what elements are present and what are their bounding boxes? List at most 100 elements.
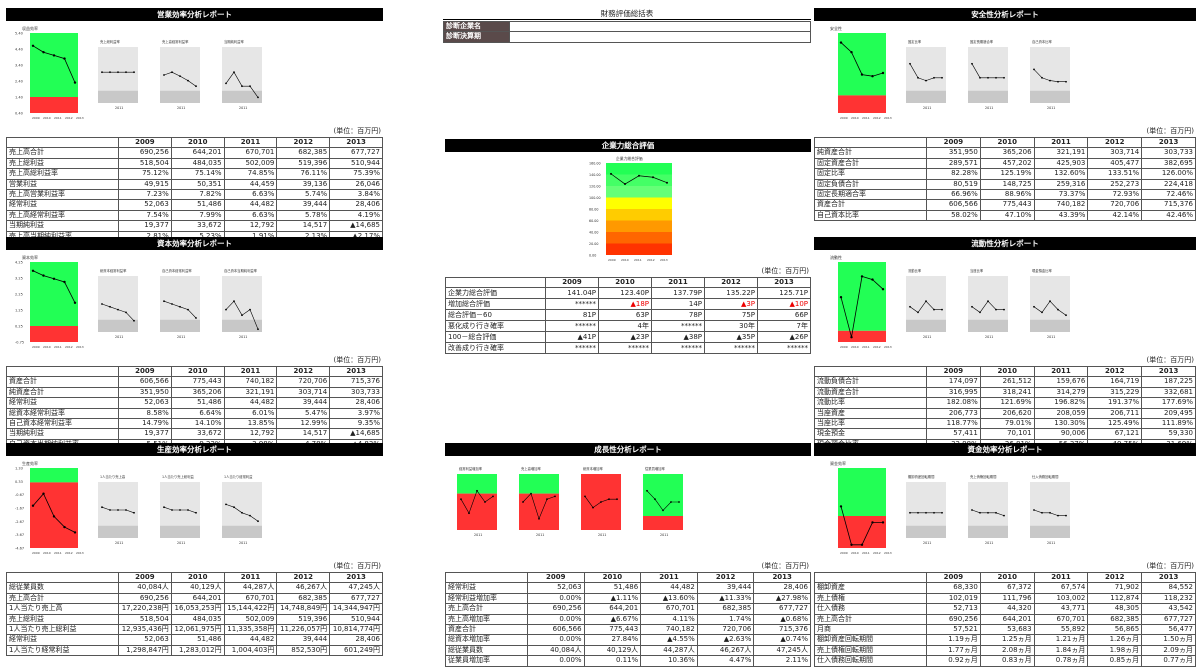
seisan-main-point xyxy=(73,531,77,534)
mini-point xyxy=(476,489,478,492)
shihon-mini-chart-1: 自己資本経常利益率 2011 xyxy=(160,268,200,339)
score-band xyxy=(606,220,672,232)
value-cell: 502,009 xyxy=(223,613,278,626)
y-tick-label: 2.40 xyxy=(15,80,23,84)
mini-point xyxy=(971,62,973,65)
value-cell: 52,063 xyxy=(118,634,172,646)
value-cell: 677,727 xyxy=(753,603,811,615)
corner-cell xyxy=(6,365,119,378)
value-cell: 518,504 xyxy=(118,613,172,626)
x-tick-label: 2010 xyxy=(851,551,859,555)
row-label: 固定長期適合率 xyxy=(814,189,927,201)
mini-point xyxy=(979,511,981,514)
kigyou-chart-area: 企業力総合評価 160.00 140.00 120.00 100.00 80.00 60.0… xyxy=(445,152,811,266)
value-cell: 82.28% xyxy=(926,168,981,180)
value-cell: 72.93% xyxy=(1087,189,1143,201)
unit-label: (単位：百万円) xyxy=(761,562,809,570)
mini-plot-area xyxy=(98,47,138,91)
value-cell: 125.19% xyxy=(979,168,1035,180)
value-cell: 15,144,422円 xyxy=(223,603,278,615)
value-cell: 606,566 xyxy=(926,199,981,211)
mini-point xyxy=(971,509,973,511)
value-cell: 502,009 xyxy=(223,157,278,170)
year-header: 2012 xyxy=(704,276,758,289)
table-row: 自己資本比率 58.02% 47.10% 43.39% 42.14% 42.46% xyxy=(814,209,1196,222)
year-header: 2011 xyxy=(223,365,278,378)
mini-point xyxy=(1003,514,1005,517)
seisan-main-chart-title: 生産効率 xyxy=(22,460,38,466)
table-row: 現金預金 57,411 70,101 90,006 67,121 59,330 xyxy=(814,428,1196,440)
value-cell: 1.26ヵ月 xyxy=(1087,634,1143,646)
value-cell: 519,396 xyxy=(276,613,331,626)
value-cell: 4.11% xyxy=(640,613,698,626)
value-cell: 44,287人 xyxy=(640,644,698,657)
table-row: 売上高総利益率 75.12% 75.14% 74.85% 76.11% 75.39% xyxy=(6,168,383,180)
table-row: 企業力総合評価 141.04P 123.40P 137.79P 135.22P 125.7… xyxy=(445,287,811,300)
year-header: 2011 xyxy=(1033,365,1089,378)
mini-lower-band xyxy=(968,319,1008,332)
x-tick-label: 2013 xyxy=(660,258,668,262)
value-cell: 606,566 xyxy=(527,624,585,636)
seisan-mini-chart-0: 1人当たり売上高 2011 xyxy=(98,474,138,545)
value-cell: 289,571 xyxy=(926,157,981,170)
mini-point xyxy=(1041,76,1043,79)
y-tick-label: -2.67 xyxy=(15,520,24,524)
year-header: 2011 xyxy=(640,571,698,584)
y-tick-label: -4.67 xyxy=(15,547,24,551)
kigyou-point xyxy=(610,172,612,175)
value-cell: 682,385 xyxy=(1087,613,1143,626)
mini-plot-area xyxy=(906,276,946,320)
mini-lower-band xyxy=(98,525,138,538)
mini-x-label: 2011 xyxy=(177,335,185,339)
value-cell: 601,249円 xyxy=(329,644,383,657)
value-cell: 33,672 xyxy=(170,220,225,232)
year-header: 2009 xyxy=(527,571,585,584)
year-header: 2010 xyxy=(583,571,642,584)
mini-chart-title: 売上債権回転期間 xyxy=(970,474,997,479)
anzen-main-chart: 安全性 2009 2010 2011 2012 2013 xyxy=(830,25,892,120)
value-cell: 27.84% xyxy=(583,634,642,646)
mini-plot-area xyxy=(222,276,262,320)
table-row: 総従業員数 40,084人 40,129人 44,287人 46,267人 47,245人 xyxy=(6,582,383,594)
value-cell: 40,129人 xyxy=(583,644,642,657)
mini-point xyxy=(608,498,610,501)
value-cell: 126.00% xyxy=(1141,168,1196,180)
mini-x-label: 2011 xyxy=(177,541,185,545)
unit-label: (単位：百万円) xyxy=(1146,562,1194,570)
table-row: 経常利益 52,063 51,486 44,482 39,444 28,406 xyxy=(6,397,383,409)
x-tick-label: 2010 xyxy=(43,116,51,120)
value-cell: 677,727 xyxy=(1141,613,1196,626)
value-cell: 365,206 xyxy=(979,147,1035,159)
table-row: 当座資産 206,773 206,620 208,059 206,711 209,495 xyxy=(814,407,1196,420)
company-name-label: 診断企業名 xyxy=(443,20,510,33)
anzen-mini-chart-1: 固定長期適合率 2011 xyxy=(968,39,1008,110)
year-header: 2010 xyxy=(979,571,1035,584)
value-cell: 67,372 xyxy=(979,582,1035,594)
eigyou-green-zone xyxy=(30,33,78,97)
value-cell: 315,229 xyxy=(1087,386,1143,399)
year-header: 2011 xyxy=(1033,136,1089,149)
value-cell: 12,061,975円 xyxy=(170,624,225,636)
shikin-main-point xyxy=(871,521,874,524)
mini-lower-band xyxy=(222,319,262,332)
company-name-value[interactable] xyxy=(509,20,811,33)
value-cell: ▲26P xyxy=(757,331,811,344)
year-header: 2013 xyxy=(1141,136,1196,149)
row-label: 1人当たり売上高 xyxy=(6,603,119,615)
value-cell: 84,552 xyxy=(1141,582,1196,594)
score-band xyxy=(606,186,672,198)
mini-x-label: 2011 xyxy=(1047,106,1055,110)
ryudou-charts: 流動性 2009 2010 2011 2012 2013 流動比率 2011 当座比率 2011 現… xyxy=(814,250,1196,355)
fiscal-period-value[interactable] xyxy=(509,31,811,43)
mini-point xyxy=(125,71,127,74)
mini-lower-band xyxy=(1030,319,1070,332)
shihon-panel: 資本効率分析レポート 資本効率 4.25 3.25 2.25 1.25 0.25 -0.75 2… xyxy=(6,237,383,451)
row-label: 売上債権 xyxy=(814,592,927,605)
mini-chart-title: 1人当たり経常利益 xyxy=(224,474,253,479)
value-cell: 121.69% xyxy=(979,397,1035,409)
shihon-mini-chart-2: 自己資本当期純利益率 2011 xyxy=(222,268,262,339)
value-cell: 58.02% xyxy=(926,209,981,222)
shihon-main-chart-title: 資本効率 xyxy=(22,254,38,260)
value-cell: 5.74% xyxy=(276,189,331,201)
value-cell: 103,002 xyxy=(1033,592,1089,605)
